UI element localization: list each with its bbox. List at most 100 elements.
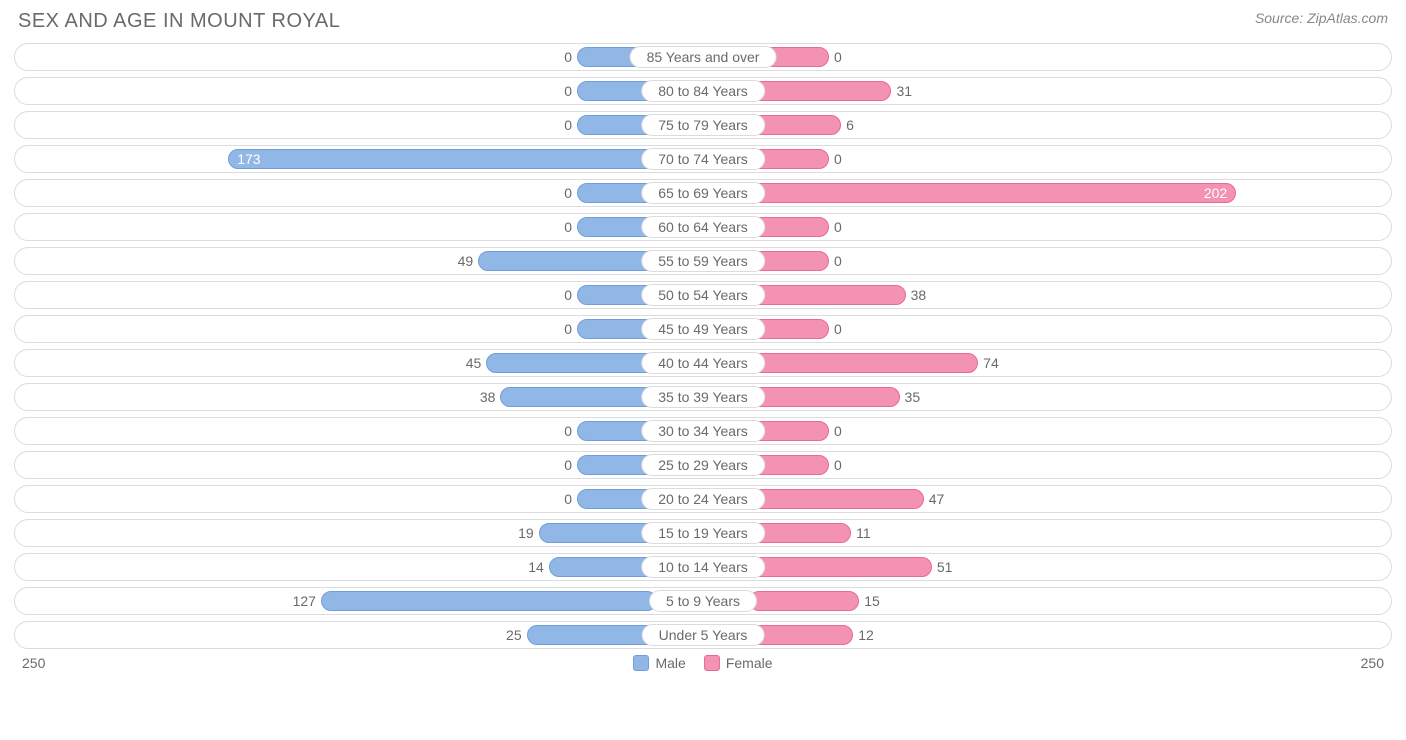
age-label: 55 to 59 Years <box>641 250 765 272</box>
female-value: 0 <box>828 457 842 473</box>
pyramid-row: 0 0 25 to 29 Years <box>14 451 1392 479</box>
male-value: 25 <box>506 627 528 643</box>
pyramid-row: 49 0 55 to 59 Years <box>14 247 1392 275</box>
male-value: 0 <box>564 83 578 99</box>
female-value: 0 <box>828 151 842 167</box>
male-value: 173 <box>237 151 260 167</box>
female-bar: 202 <box>749 183 1236 203</box>
age-label: 10 to 14 Years <box>641 556 765 578</box>
pyramid-row: 03850 to 54 Years <box>14 281 1392 309</box>
age-label: 80 to 84 Years <box>641 80 765 102</box>
male-bar: 19 <box>539 523 657 543</box>
pyramid-row: 0 0 45 to 49 Years <box>14 315 1392 343</box>
female-bar: 15 <box>749 591 859 611</box>
pyramid-row: 127155 to 9 Years <box>14 587 1392 615</box>
male-bar: 38 <box>500 387 657 407</box>
pyramid-row: 0 202 65 to 69 Years <box>14 179 1392 207</box>
pyramid-row: 2512Under 5 Years <box>14 621 1392 649</box>
male-value: 0 <box>564 321 578 337</box>
age-label: 5 to 9 Years <box>649 590 757 612</box>
female-value: 35 <box>899 389 921 405</box>
female-value: 47 <box>923 491 945 507</box>
male-bar: 25 <box>527 625 657 645</box>
age-label: 35 to 39 Years <box>641 386 765 408</box>
female-bar: 35 <box>749 387 900 407</box>
pyramid-row: 383535 to 39 Years <box>14 383 1392 411</box>
legend-swatch-male <box>633 655 649 671</box>
female-bar: 51 <box>749 557 932 577</box>
female-value: 0 <box>828 253 842 269</box>
axis-max-left: 250 <box>22 655 82 671</box>
male-bar: 49 <box>478 251 657 271</box>
male-value: 38 <box>480 389 502 405</box>
age-label: 75 to 79 Years <box>641 114 765 136</box>
age-label: 65 to 69 Years <box>641 182 765 204</box>
female-value: 0 <box>828 321 842 337</box>
chart-legend: Male Female <box>82 655 1324 671</box>
legend-label-male: Male <box>655 655 685 671</box>
female-value: 0 <box>828 49 842 65</box>
female-value: 51 <box>931 559 953 575</box>
age-label: Under 5 Years <box>642 624 765 646</box>
female-bar: 12 <box>749 625 853 645</box>
pyramid-row: 0 0 60 to 64 Years <box>14 213 1392 241</box>
male-value: 0 <box>564 219 578 235</box>
female-value: 0 <box>828 219 842 235</box>
pyramid-row: 0 0 30 to 34 Years <box>14 417 1392 445</box>
pyramid-row: 03180 to 84 Years <box>14 77 1392 105</box>
female-value: 74 <box>977 355 999 371</box>
male-value: 0 <box>564 491 578 507</box>
male-value: 49 <box>458 253 480 269</box>
age-label: 20 to 24 Years <box>641 488 765 510</box>
male-value: 45 <box>466 355 488 371</box>
chart-source: Source: ZipAtlas.com <box>1255 10 1388 26</box>
age-label: 60 to 64 Years <box>641 216 765 238</box>
male-bar: 45 <box>486 353 657 373</box>
age-label: 40 to 44 Years <box>641 352 765 374</box>
pyramid-row: 0 0 85 Years and over <box>14 43 1392 71</box>
male-value: 0 <box>564 287 578 303</box>
female-bar: 31 <box>749 81 891 101</box>
age-label: 50 to 54 Years <box>641 284 765 306</box>
male-bar: 127 <box>321 591 657 611</box>
pyramid-row: 19 11 15 to 19 Years <box>14 519 1392 547</box>
age-label: 45 to 49 Years <box>641 318 765 340</box>
male-value: 0 <box>564 117 578 133</box>
male-value: 14 <box>528 559 550 575</box>
female-value: 202 <box>1204 185 1227 201</box>
chart-footer: 250 Male Female 250 <box>14 655 1392 671</box>
female-value: 31 <box>890 83 912 99</box>
male-value: 127 <box>293 593 322 609</box>
female-bar: 38 <box>749 285 906 305</box>
female-bar: 74 <box>749 353 978 373</box>
legend-item-male: Male <box>633 655 685 671</box>
legend-item-female: Female <box>704 655 773 671</box>
age-label: 15 to 19 Years <box>641 522 765 544</box>
male-value: 0 <box>564 49 578 65</box>
male-value: 0 <box>564 185 578 201</box>
female-value: 6 <box>840 117 854 133</box>
male-value: 0 <box>564 423 578 439</box>
age-label: 30 to 34 Years <box>641 420 765 442</box>
female-value: 11 <box>850 525 871 541</box>
pyramid-row: 457440 to 44 Years <box>14 349 1392 377</box>
female-bar: 47 <box>749 489 924 509</box>
age-label: 85 Years and over <box>630 46 777 68</box>
legend-swatch-female <box>704 655 720 671</box>
age-label: 70 to 74 Years <box>641 148 765 170</box>
chart-title: SEX AND AGE IN MOUNT ROYAL <box>18 10 340 33</box>
age-label: 25 to 29 Years <box>641 454 765 476</box>
female-value: 0 <box>828 423 842 439</box>
pyramid-row: 04720 to 24 Years <box>14 485 1392 513</box>
female-value: 12 <box>852 627 874 643</box>
male-value: 19 <box>518 525 540 541</box>
axis-max-right: 250 <box>1324 655 1384 671</box>
pyramid-row: 0 6 75 to 79 Years <box>14 111 1392 139</box>
pyramid-row: 173 0 70 to 74 Years <box>14 145 1392 173</box>
female-value: 15 <box>858 593 880 609</box>
legend-label-female: Female <box>726 655 773 671</box>
male-bar: 173 <box>228 149 657 169</box>
female-value: 38 <box>905 287 927 303</box>
male-value: 0 <box>564 457 578 473</box>
pyramid-chart: 0085 Years and over03180 to 84 Years0675… <box>14 43 1392 649</box>
